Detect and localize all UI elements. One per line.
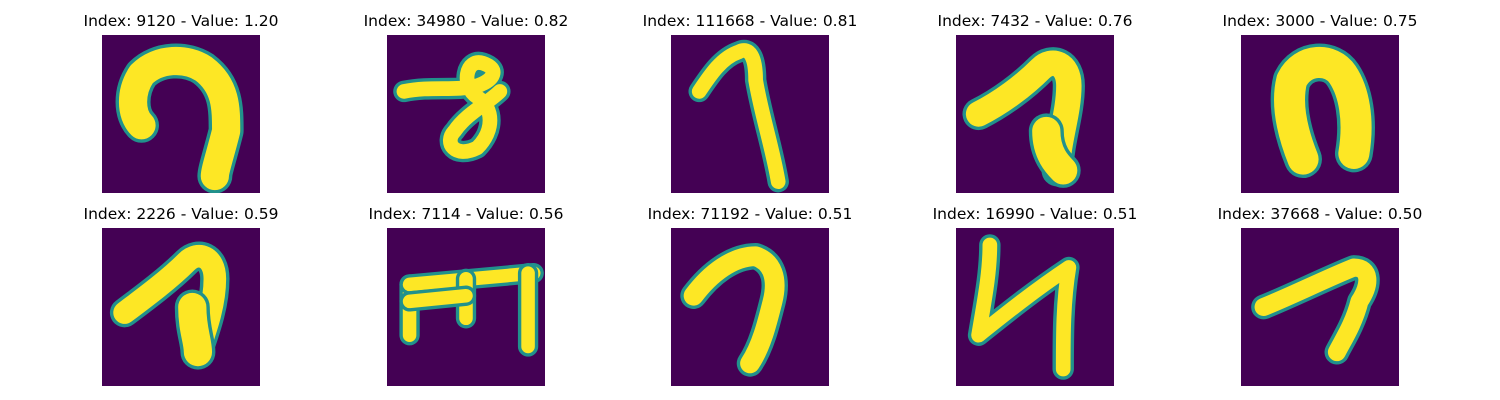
panel-title: Index: 71192 - Value: 0.51 [647, 205, 853, 223]
digit-image [671, 35, 829, 193]
digit-image [387, 228, 545, 386]
stroke-core [178, 292, 213, 367]
stroke-core [971, 237, 1077, 377]
panel-image [102, 35, 260, 193]
panel-image [956, 35, 1114, 193]
panel-title: Index: 3000 - Value: 0.75 [1222, 12, 1418, 30]
digit-image [671, 228, 829, 386]
panel-image [1241, 35, 1399, 193]
stroke-core [1254, 258, 1377, 362]
stroke-core [118, 46, 241, 191]
stroke-core [1274, 46, 1372, 175]
digit-image [956, 228, 1114, 386]
digit-image [102, 228, 260, 386]
digit-image [1241, 228, 1399, 386]
panel-image [387, 35, 545, 193]
stroke-core [691, 43, 786, 190]
panel-title: Index: 2226 - Value: 0.59 [83, 205, 279, 223]
panel-image [956, 228, 1114, 386]
panel-title: Index: 9120 - Value: 1.20 [83, 12, 279, 30]
digit-image [956, 35, 1114, 193]
stroke-core [683, 246, 785, 374]
panel-title: Index: 34980 - Value: 0.82 [363, 12, 569, 30]
digit-image [1241, 35, 1399, 193]
stroke-core [396, 55, 508, 159]
panel-image [671, 35, 829, 193]
panel-title: Index: 7432 - Value: 0.76 [937, 12, 1133, 30]
stroke-core [1032, 116, 1078, 185]
panel-title: Index: 111668 - Value: 0.81 [642, 12, 858, 30]
stroke-core [402, 288, 473, 309]
panel-image [1241, 228, 1399, 386]
panel-image [671, 228, 829, 386]
panel-title: Index: 16990 - Value: 0.51 [932, 205, 1138, 223]
panel-image [102, 228, 260, 386]
panel-title: Index: 7114 - Value: 0.56 [368, 205, 564, 223]
panel-title: Index: 37668 - Value: 0.50 [1217, 205, 1423, 223]
panel-image [387, 228, 545, 386]
digit-image [102, 35, 260, 193]
digit-image [387, 35, 545, 193]
